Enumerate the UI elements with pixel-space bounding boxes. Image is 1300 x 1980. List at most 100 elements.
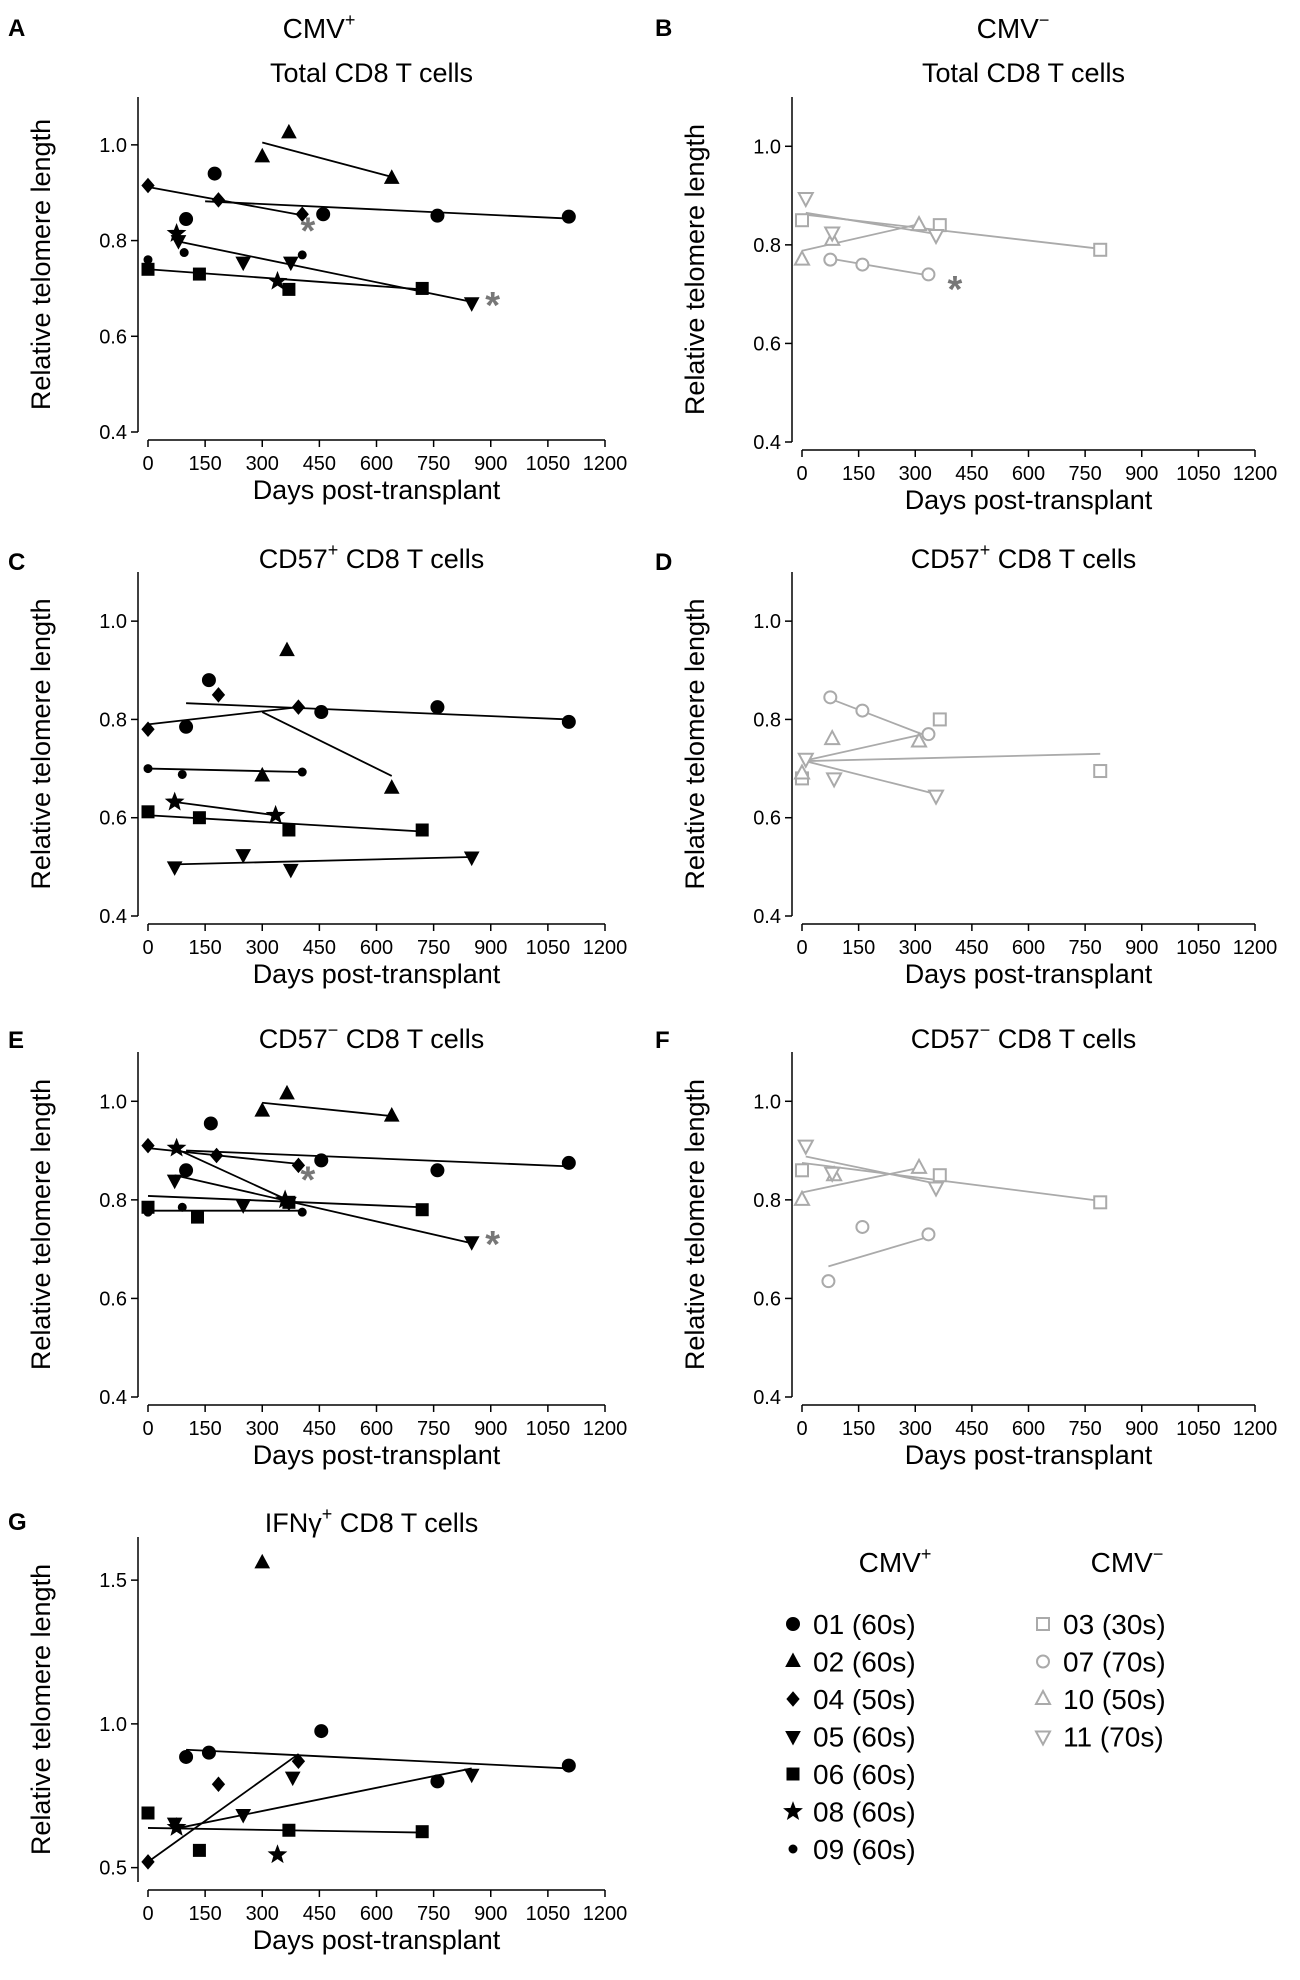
x-tick-label: 150 [842,1418,875,1440]
data-point-08 [166,1137,187,1157]
panel-title: Total CD8 T cells [270,58,473,88]
data-point-07 [823,252,838,267]
data-point-10 [910,1157,928,1174]
panel-a-total-cd8-cmv-pos: Total CD8 T cells 0.4 0.6 0.8 1.0 0 150 300 450 6… [26,58,627,505]
y-axis-label: Relative telomere length [680,1079,710,1370]
data-point-07 [921,1227,936,1242]
y-tick-label: 0.4 [99,422,127,444]
data-point-01 [207,166,222,181]
y-tick-label: 0.8 [99,231,127,253]
data-point-01 [314,1724,329,1739]
panel-e-cd57neg-cmv-pos: CD57− CD8 T cells 0.4 0.6 0.8 1.0 0 150 300 450 6… [26,1020,627,1470]
y-tick-label: 0.4 [753,432,781,454]
fit-line-05 [174,1767,472,1830]
data-point-05 [235,256,252,272]
y-tick-label: 1.0 [99,1714,127,1736]
x-tick-label: 750 [1068,937,1101,959]
data-point-04 [291,1753,306,1770]
data-point-08 [267,1844,288,1864]
data-point-02 [281,123,297,139]
x-tick-label: 1200 [1233,937,1278,959]
y-axis-label: Relative telomere length [26,119,56,410]
legend-label: 08 (60s) [813,1797,916,1828]
panel-letter-b: B [655,15,672,42]
data-point-06 [415,823,429,837]
x-tick-label: 1050 [1176,937,1221,959]
data-point-01 [314,705,329,720]
fit-line-07 [828,1235,929,1268]
data-point-01 [561,1155,576,1170]
panel-letter-a: A [8,15,25,42]
y-tick-label: 0.6 [753,333,781,355]
data-point-01 [430,1774,445,1789]
x-tick-label: 600 [360,453,393,475]
data-point-03 [932,712,947,727]
x-tick-label: 300 [899,937,932,959]
data-point-11 [825,772,843,789]
data-point-02 [254,766,271,782]
data-point-07 [855,703,870,718]
data-point-11 [823,1166,841,1183]
data-point-01 [561,714,576,729]
square-open-icon [1036,1617,1050,1631]
x-tick-label: 150 [188,453,221,475]
x-axis-label: Days post-transplant [253,959,501,989]
legend-label: 01 (60s) [813,1609,916,1640]
x-axis-label: Days post-transplant [905,959,1153,989]
x-tick-label: 450 [303,453,336,475]
x-axis-label: Days post-transplant [253,475,501,505]
y-tick-label: 1.0 [99,1091,127,1113]
data-point-04 [291,699,306,715]
x-tick-label: 300 [246,937,279,959]
column-header-cmv-pos: CMV+ [283,10,356,44]
legend-label: 06 (60s) [813,1759,916,1790]
data-point-09 [177,1202,187,1212]
fit-line-10 [801,1166,920,1194]
panel-title: IFNγ+ CD8 T cells [265,1504,479,1538]
y-tick-label: 1.0 [753,611,781,633]
data-point-01 [314,1153,329,1168]
y-tick-label: 0.8 [99,709,127,731]
data-point-03 [1093,1195,1108,1210]
triangle-up-filled-icon [785,1652,801,1667]
x-tick-label: 150 [842,937,875,959]
y-tick-label: 0.6 [753,808,781,830]
legend: CMV+ CMV− 01 (60s) 02 (60s) 04 (50s) 05 (60… [783,1544,1166,1865]
x-tick-label: 450 [303,1418,336,1440]
x-tick-label: 750 [417,1903,450,1925]
x-tick-label: 900 [474,1418,507,1440]
fit-line-02 [262,1101,392,1117]
data-point-05 [235,1808,252,1824]
x-axis-label: Days post-transplant [253,1440,501,1470]
data-point-01 [179,1749,194,1764]
x-tick-label: 900 [1125,463,1158,485]
data-point-04 [209,1147,224,1164]
data-point-02 [383,169,400,184]
x-tick-label: 0 [142,1903,153,1925]
y-tick-label: 1.0 [753,1091,781,1113]
data-point-02 [383,1107,400,1122]
x-tick-label: 150 [188,1903,221,1925]
legend-cmv-neg-list: 03 (30s) 07 (70s) 10 (50s) 11 (70s) [1034,1609,1166,1753]
x-tick-label: 900 [474,453,507,475]
x-tick-label: 1050 [1176,1418,1221,1440]
data-point-11 [823,226,841,243]
x-tick-label: 750 [417,453,450,475]
x-tick-label: 150 [842,463,875,485]
data-point-09 [297,767,307,777]
y-tick-label: 0.4 [99,1387,127,1409]
fit-line-09 [147,767,303,773]
x-tick-label: 0 [142,937,153,959]
fit-line-05 [174,1174,472,1245]
data-point-08 [265,804,286,824]
data-point-04 [141,1137,155,1154]
data-point-08 [275,1189,296,1209]
data-point-04 [211,192,226,208]
data-point-02 [383,779,400,794]
panel-title: CD57− CD8 T cells [911,1020,1137,1054]
x-tick-label: 600 [1012,463,1045,485]
data-point-06 [192,811,206,825]
x-tick-label: 0 [142,453,153,475]
x-tick-label: 600 [360,1903,393,1925]
data-point-09 [297,250,307,260]
